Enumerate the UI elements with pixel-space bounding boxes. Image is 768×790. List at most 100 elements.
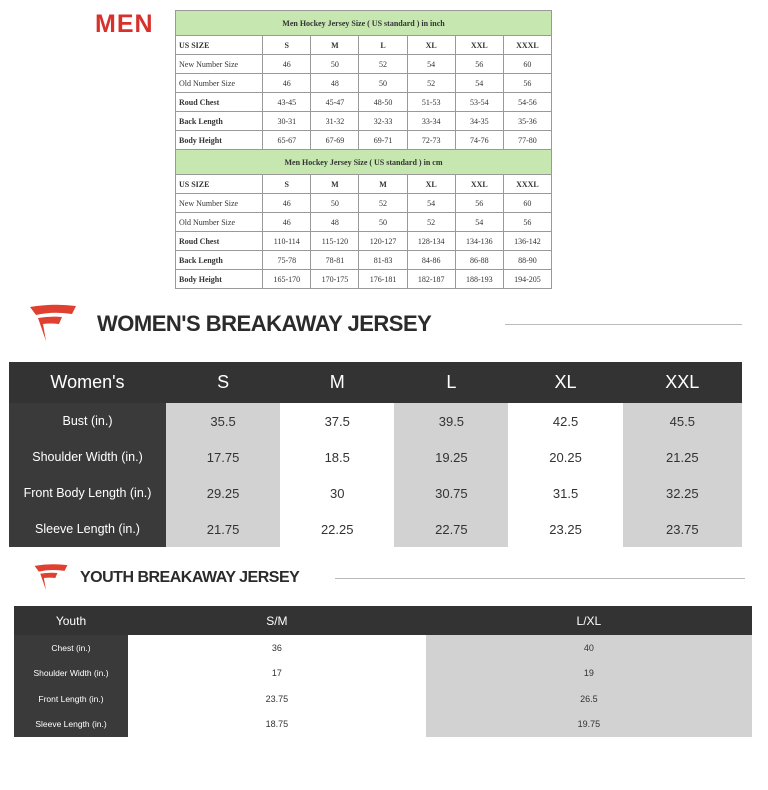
divider (335, 578, 745, 579)
table-cell: 120-127 (358, 231, 408, 251)
table-cell: 110-114 (262, 231, 312, 251)
table-cell: 56 (502, 73, 553, 93)
table-cell: 48-50 (358, 92, 408, 112)
row-label: US SIZE (174, 174, 264, 194)
table-cell: 29.25 (166, 475, 281, 511)
row-label: Bust (in.) (9, 403, 166, 439)
table-cell: 75-78 (262, 250, 312, 270)
table-row: Roud Chest 43-45 45-47 48-50 51-53 53-54 54-56 (174, 92, 553, 112)
table-cell: 52 (358, 193, 408, 213)
table-caption-row: Men Hockey Jersey Size ( US standard ) i… (175, 10, 552, 36)
table-cell: 32.25 (622, 475, 742, 511)
row-label: New Number Size (174, 193, 264, 213)
table-cell: XXL (454, 174, 504, 194)
row-label: Sleeve Length (in.) (14, 711, 128, 737)
table-row: Roud Chest 110-114 115-120 120-127 128-134 13… (174, 231, 553, 251)
table-cell: 86-88 (454, 250, 504, 270)
table-cell: 50 (358, 212, 408, 232)
row-label: Body Height (174, 130, 264, 150)
divider (505, 324, 742, 325)
table-cell: 69-71 (358, 130, 408, 150)
table-cell: 56 (502, 212, 553, 232)
table-cell: 165-170 (262, 269, 312, 289)
table-cell: 134-136 (454, 231, 504, 251)
table-cell: M (310, 35, 360, 55)
table-cell: 128-134 (406, 231, 456, 251)
table-cell: 72-73 (406, 130, 456, 150)
table-cell: 34-35 (454, 111, 504, 131)
men-title: MEN (95, 10, 154, 38)
table-cell: 74-76 (454, 130, 504, 150)
table-cell: 35-36 (502, 111, 553, 131)
header-row: Youth S/M L/XL (14, 606, 752, 635)
table-cell: XL (406, 174, 456, 194)
table-cell: 88-90 (502, 250, 553, 270)
brand-logo-icon (30, 304, 76, 341)
row-label: Front Length (in.) (14, 686, 128, 712)
table-cell: 17 (271, 668, 282, 679)
table-cell: 19 (425, 660, 752, 686)
table-cell: L (358, 35, 408, 55)
men-size-table: Men Hockey Jersey Size ( US standard ) i… (174, 10, 553, 289)
row-label: Chest (in.) (14, 635, 128, 661)
table-row: Body Height 165-170 170-175 176-181 182-187 1… (174, 269, 553, 289)
table-cell: 23.75 (622, 511, 742, 547)
table-cell: 21.75 (166, 511, 281, 547)
table-row: Shoulder Width (in.) 17.75 18.5 19.25 20.25 2… (9, 439, 742, 475)
table-cell: 136-142 (502, 231, 553, 251)
column-header: XL (508, 362, 623, 403)
table-cell: 53-54 (454, 92, 504, 112)
table-cell: 45-47 (310, 92, 360, 112)
table-cell: 30 (330, 485, 345, 501)
table-cell: 54 (406, 54, 456, 74)
table-cell: 40 (425, 635, 752, 661)
table-cell: 77-80 (502, 130, 553, 150)
table-caption: Men Hockey Jersey Size ( US standard ) i… (175, 10, 552, 36)
table-cell: 51-53 (406, 92, 456, 112)
table-cell: 43-45 (262, 92, 312, 112)
table-cell: 19.25 (394, 439, 509, 475)
table-cell: 78-81 (310, 250, 360, 270)
women-size-table: Women's S M L XL XXL Bust (in.) 35.5 37.5 39.5 42.… (9, 362, 742, 547)
table-cell: 18.75 (265, 719, 289, 730)
row-label: Body Height (174, 269, 264, 289)
table-cell: 115-120 (310, 231, 360, 251)
table-row: Sleeve Length (in.) 18.75 19.75 (14, 711, 752, 737)
table-row: US SIZE S M L XL XXL XXXL (174, 35, 553, 55)
table-cell: 18.5 (324, 449, 350, 465)
table-cell: S (262, 35, 312, 55)
table-cell: 56 (454, 54, 504, 74)
row-label: US SIZE (174, 35, 264, 55)
column-header: L (394, 362, 509, 403)
table-cell: 60 (502, 54, 553, 74)
table-row: Old Number Size 46 48 50 52 54 56 (174, 212, 553, 232)
table-row: Body Height 65-67 67-69 69-71 72-73 74-76 77-8… (174, 130, 553, 150)
table-cell: 56 (454, 193, 504, 213)
table-row: New Number Size 46 50 52 54 56 60 (174, 54, 553, 74)
table-cell: 33-34 (406, 111, 456, 131)
table-cell: 52 (358, 54, 408, 74)
table-cell: S (262, 174, 312, 194)
row-label: Shoulder Width (in.) (14, 660, 128, 686)
row-label: Roud Chest (174, 92, 264, 112)
row-label: Back Length (174, 250, 264, 270)
table-cell: 46 (262, 212, 312, 232)
table-row: Bust (in.) 35.5 37.5 39.5 42.5 45.5 (9, 403, 742, 439)
table-cell: 54 (454, 212, 504, 232)
column-header: Youth (14, 606, 128, 635)
table-cell: 19.75 (425, 711, 752, 737)
table-cell: 48 (310, 73, 360, 93)
row-label: Back Length (174, 111, 264, 131)
table-cell: 46 (262, 193, 312, 213)
table-cell: 17.75 (166, 439, 281, 475)
table-cell: 54-56 (502, 92, 553, 112)
row-label: Roud Chest (174, 231, 264, 251)
table-cell: 50 (310, 193, 360, 213)
row-label: Shoulder Width (in.) (9, 439, 166, 475)
table-cell: 182-187 (406, 269, 456, 289)
table-cell: 50 (358, 73, 408, 93)
table-cell: 37.5 (324, 413, 350, 429)
table-cell: 35.5 (166, 403, 281, 439)
table-cell: 54 (406, 193, 456, 213)
column-header: S/M (128, 606, 426, 635)
